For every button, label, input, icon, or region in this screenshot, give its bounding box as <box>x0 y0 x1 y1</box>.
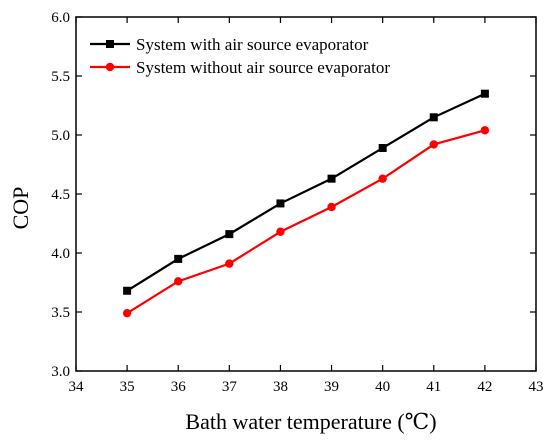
y-axis-label: COP <box>8 187 33 230</box>
series-line-2 <box>126 129 486 315</box>
data-point-square <box>378 143 387 152</box>
x-tick-label: 41 <box>426 379 441 395</box>
data-point-circle <box>174 277 183 286</box>
y-tick-label: 4.0 <box>51 246 70 262</box>
series-line-1 <box>126 92 486 292</box>
x-tick-label: 39 <box>324 379 339 395</box>
y-tick-label: 3.0 <box>51 364 70 380</box>
data-point-circle <box>276 227 285 236</box>
x-tick-label: 40 <box>375 379 390 395</box>
data-point-circle <box>429 140 438 149</box>
legend: System with air source evaporator System … <box>90 35 390 77</box>
x-tick-label: 36 <box>171 379 187 395</box>
legend-label: System without air source evaporator <box>136 58 390 77</box>
data-point-square <box>123 286 132 295</box>
data-point-square <box>174 254 183 263</box>
axes-layer: 34 35 36 37 38 39 40 41 42 43 3.0 3.5 4.0 4.5 5.0 5.5 6.… <box>51 10 543 395</box>
data-point-circle <box>327 202 336 212</box>
data-point-circle <box>480 126 490 135</box>
legend-marker-circle <box>105 62 115 72</box>
y-tick-label: 4.5 <box>51 187 70 203</box>
x-tick-label: 35 <box>120 379 135 395</box>
y-tick-label: 5.0 <box>51 128 70 144</box>
data-point-square <box>327 174 336 183</box>
x-tick-label: 34 <box>69 379 85 395</box>
data-point-circle <box>378 174 387 183</box>
series-layer <box>122 89 490 318</box>
data-point-square <box>225 230 234 239</box>
data-point-circle <box>225 259 234 268</box>
x-tick-label: 42 <box>477 379 492 395</box>
data-point-square <box>429 113 438 122</box>
legend-label: System with air source evaporator <box>136 35 369 54</box>
y-tick-label: 5.5 <box>51 69 70 85</box>
x-axis-label: Bath water temperature (℃) <box>185 409 436 434</box>
data-point-square <box>276 199 285 208</box>
x-tick-label: 38 <box>273 379 288 395</box>
data-point-square <box>480 89 489 98</box>
x-tick-label: 37 <box>222 379 238 395</box>
y-tick-label: 6.0 <box>51 10 70 26</box>
data-point-circle <box>122 308 132 318</box>
x-tick-label: 43 <box>529 379 544 395</box>
y-tick-label: 3.5 <box>51 305 70 321</box>
legend-marker-square <box>106 40 114 48</box>
